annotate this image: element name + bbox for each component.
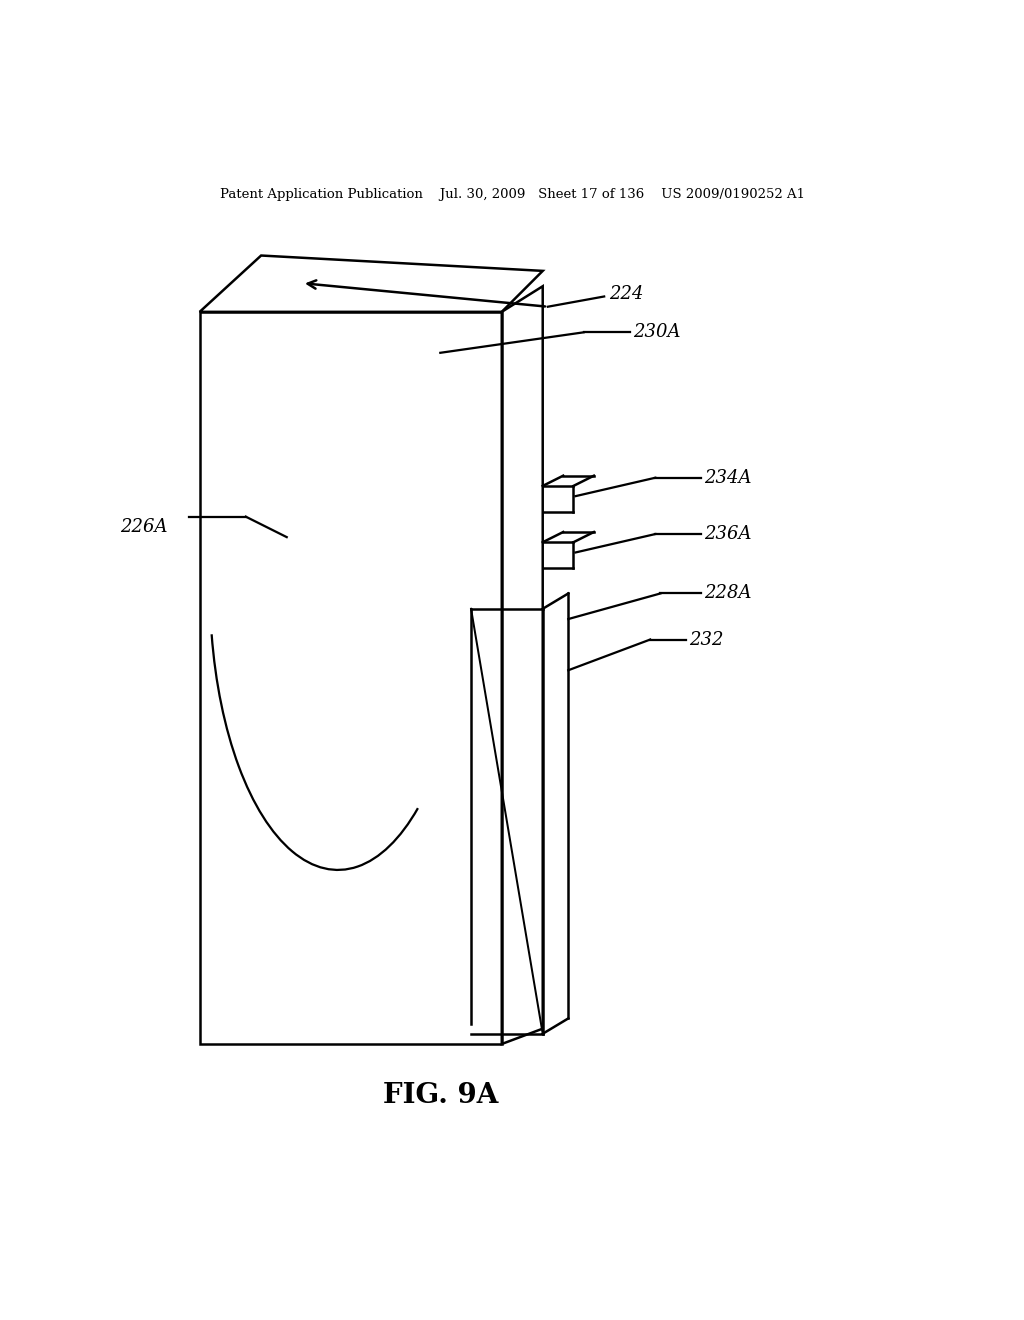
Text: 234A: 234A <box>705 469 752 487</box>
Text: Patent Application Publication    Jul. 30, 2009   Sheet 17 of 136    US 2009/019: Patent Application Publication Jul. 30, … <box>219 187 805 201</box>
Text: 230A: 230A <box>633 323 680 342</box>
Text: 236A: 236A <box>705 525 752 543</box>
Text: 226A: 226A <box>120 517 167 536</box>
Text: 232: 232 <box>689 631 724 648</box>
Text: 228A: 228A <box>705 585 752 602</box>
Text: FIG. 9A: FIG. 9A <box>383 1081 498 1109</box>
Text: 224: 224 <box>609 285 644 304</box>
